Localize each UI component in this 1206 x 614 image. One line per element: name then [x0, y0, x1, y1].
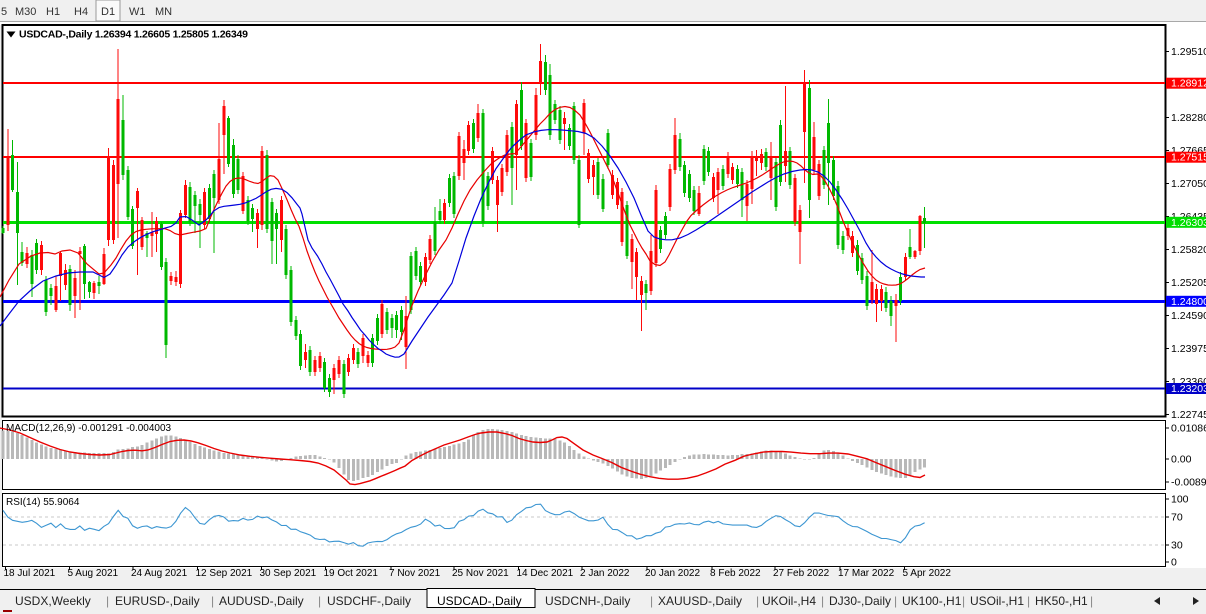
- svg-text:30 Sep 2021: 30 Sep 2021: [260, 568, 317, 579]
- svg-text:D1: D1: [101, 6, 115, 18]
- svg-text:70: 70: [1171, 511, 1183, 523]
- svg-text:100: 100: [1171, 494, 1189, 506]
- svg-text:USDCAD-,Daily 1.26394 1.26605: USDCAD-,Daily 1.26394 1.26605 1.25805 1.…: [19, 29, 248, 41]
- svg-text:|: |: [962, 594, 965, 608]
- svg-text:W1: W1: [129, 6, 146, 18]
- svg-text:14 Dec 2021: 14 Dec 2021: [517, 568, 574, 579]
- svg-text:30: 30: [1171, 540, 1183, 552]
- svg-text:RSI(14) 55.9064: RSI(14) 55.9064: [6, 497, 80, 508]
- svg-text:USOil-,H1: USOil-,H1: [970, 594, 1024, 608]
- svg-text:M30: M30: [15, 6, 36, 18]
- svg-text:UKOil-,H4: UKOil-,H4: [762, 594, 816, 608]
- svg-text:1.28912: 1.28912: [1171, 78, 1206, 90]
- svg-text:|: |: [756, 594, 759, 608]
- svg-text:7 Nov 2021: 7 Nov 2021: [389, 568, 441, 579]
- svg-text:AUDUSD-,Daily: AUDUSD-,Daily: [219, 594, 304, 608]
- svg-text:24 Aug 2021: 24 Aug 2021: [131, 568, 188, 579]
- svg-text:1.27050: 1.27050: [1171, 178, 1206, 190]
- svg-text:UK100-,H1: UK100-,H1: [902, 594, 962, 608]
- svg-text:1.27515: 1.27515: [1171, 152, 1206, 164]
- svg-text:25 Nov 2021: 25 Nov 2021: [452, 568, 509, 579]
- svg-text:USDCHF-,Daily: USDCHF-,Daily: [327, 594, 411, 608]
- svg-text:18 Jul 2021: 18 Jul 2021: [4, 568, 56, 579]
- svg-text:0.010869: 0.010869: [1171, 422, 1206, 434]
- svg-text:H1: H1: [46, 6, 60, 18]
- svg-text:|: |: [1027, 594, 1030, 608]
- svg-text:|: |: [821, 594, 824, 608]
- svg-text:H4: H4: [74, 6, 88, 18]
- svg-text:20 Jan 2022: 20 Jan 2022: [645, 568, 700, 579]
- svg-text:1.22745: 1.22745: [1171, 409, 1206, 421]
- svg-text:1.29510: 1.29510: [1171, 46, 1206, 58]
- svg-text:HK50-,H1: HK50-,H1: [1035, 594, 1088, 608]
- svg-text:XAUUSD-,Daily: XAUUSD-,Daily: [658, 594, 742, 608]
- svg-text:5 Aug 2021: 5 Aug 2021: [68, 568, 119, 579]
- svg-text:1.23975: 1.23975: [1171, 343, 1206, 355]
- svg-text:5: 5: [1, 6, 7, 18]
- svg-text:1.24590: 1.24590: [1171, 310, 1206, 322]
- svg-text:|: |: [894, 594, 897, 608]
- svg-text:EURUSD-,Daily: EURUSD-,Daily: [115, 594, 200, 608]
- svg-text:12 Sep 2021: 12 Sep 2021: [196, 568, 253, 579]
- svg-text:1.25205: 1.25205: [1171, 277, 1206, 289]
- svg-text:|: |: [650, 594, 653, 608]
- svg-text:1.24800: 1.24800: [1171, 296, 1206, 308]
- svg-text:|: |: [211, 594, 214, 608]
- svg-text:DJ30-,Daily: DJ30-,Daily: [829, 594, 891, 608]
- svg-text:USDCNH-,Daily: USDCNH-,Daily: [545, 594, 630, 608]
- svg-text:8 Feb 2022: 8 Feb 2022: [710, 568, 761, 579]
- svg-text:1.25820: 1.25820: [1171, 244, 1206, 256]
- svg-text:|: |: [318, 594, 321, 608]
- svg-text:-0.008974: -0.008974: [1171, 477, 1206, 489]
- svg-text:5 Apr 2022: 5 Apr 2022: [903, 568, 952, 579]
- svg-text:MACD(12,26,9) -0.001291 -0.004: MACD(12,26,9) -0.001291 -0.004003: [6, 423, 172, 434]
- svg-text:1.28280: 1.28280: [1171, 112, 1206, 124]
- svg-text:1.23203: 1.23203: [1171, 383, 1206, 395]
- svg-text:17 Mar 2022: 17 Mar 2022: [838, 568, 895, 579]
- svg-text:MN: MN: [155, 6, 172, 18]
- svg-text:0: 0: [1171, 557, 1177, 569]
- svg-text:1.26303: 1.26303: [1171, 217, 1206, 229]
- svg-text:27 Feb 2022: 27 Feb 2022: [773, 568, 830, 579]
- svg-text:19 Oct 2021: 19 Oct 2021: [324, 568, 379, 579]
- svg-text:|: |: [1090, 594, 1093, 608]
- svg-text:0.00: 0.00: [1171, 453, 1192, 465]
- svg-text:|: |: [106, 594, 109, 608]
- svg-text:2 Jan 2022: 2 Jan 2022: [580, 568, 630, 579]
- svg-text:USDCAD-,Daily: USDCAD-,Daily: [437, 594, 522, 608]
- svg-text:USDX,Weekly: USDX,Weekly: [15, 594, 91, 608]
